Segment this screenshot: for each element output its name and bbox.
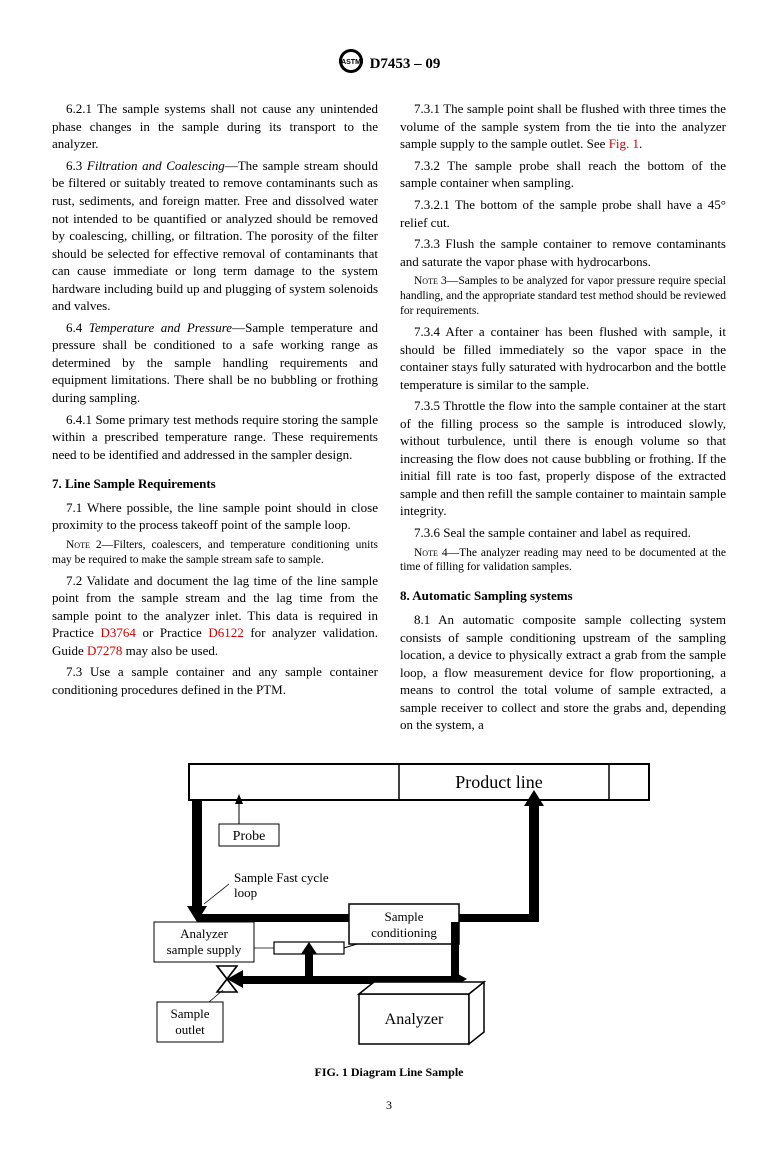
para-7-3: 7.3 Use a sample container and any sampl… [52,663,378,698]
figure-1: Product line Probe Sample Fast cycle loo… [52,754,726,1081]
para-7-3-5: 7.3.5 Throttle the flow into the sample … [400,397,726,520]
section-7-title: 7. Line Sample Requirements [52,475,378,493]
designation: D7453 – 09 [370,54,441,74]
svg-text:outlet: outlet [175,1022,205,1037]
label-product-line: Product line [455,772,543,792]
diagram-line-sample: Product line Probe Sample Fast cycle loo… [109,754,669,1054]
para-7-3-4: 7.3.4 After a container has been flushed… [400,323,726,393]
para-6-4-1: 6.4.1 Some primary test methods require … [52,411,378,464]
para-6-4: 6.4 Temperature and Pressure—Sample temp… [52,319,378,407]
svg-text:Sample: Sample [171,1006,210,1021]
ref-d7278[interactable]: D7278 [87,643,122,658]
label-fast-loop-1: Sample Fast cycle [234,870,329,885]
section-8-title: 8. Automatic Sampling systems [400,587,726,605]
para-7-2: 7.2 Validate and document the lag time o… [52,572,378,660]
para-8-1: 8.1 An automatic composite sample collec… [400,611,726,734]
para-7-3-6: 7.3.6 Seal the sample container and labe… [400,524,726,542]
para-7-3-2: 7.3.2 The sample probe shall reach the b… [400,157,726,192]
page-number: 3 [52,1097,726,1113]
svg-text:Sample: Sample [385,909,424,924]
label-probe: Probe [233,829,266,844]
para-7-3-3: 7.3.3 Flush the sample container to remo… [400,235,726,270]
para-6-2-1: 6.2.1 The sample systems shall not cause… [52,100,378,153]
note-3: Note 3—Samples to be analyzed for vapor … [400,274,726,319]
label-analyzer: Analyzer [385,1011,444,1028]
note-2: Note 2—Filters, coalescers, and temperat… [52,538,378,568]
para-6-3: 6.3 Filtration and Coalescing—The sample… [52,157,378,315]
label-fast-loop-2: loop [234,885,257,900]
ref-d3764[interactable]: D3764 [100,625,135,640]
svg-text:conditioning: conditioning [371,925,437,940]
svg-text:Analyzer: Analyzer [180,926,228,941]
svg-text:sample supply: sample supply [167,942,242,957]
note-4: Note 4—The analyzer reading may need to … [400,546,726,576]
ref-d6122[interactable]: D6122 [208,625,243,640]
body-columns: 6.2.1 The sample systems shall not cause… [52,100,726,734]
figure-caption: FIG. 1 Diagram Line Sample [52,1064,726,1080]
ref-fig1[interactable]: Fig. 1 [609,136,639,151]
para-7-3-1: 7.3.1 The sample point shall be flushed … [400,100,726,153]
para-7-3-2-1: 7.3.2.1 The bottom of the sample probe s… [400,196,726,231]
para-7-1: 7.1 Where possible, the line sample poin… [52,499,378,534]
analyzer-box: Analyzer [359,982,484,1044]
svg-text:ASTM: ASTM [341,59,361,66]
astm-logo-icon: ASTM [338,48,364,80]
page-header: ASTM D7453 – 09 [52,48,726,80]
